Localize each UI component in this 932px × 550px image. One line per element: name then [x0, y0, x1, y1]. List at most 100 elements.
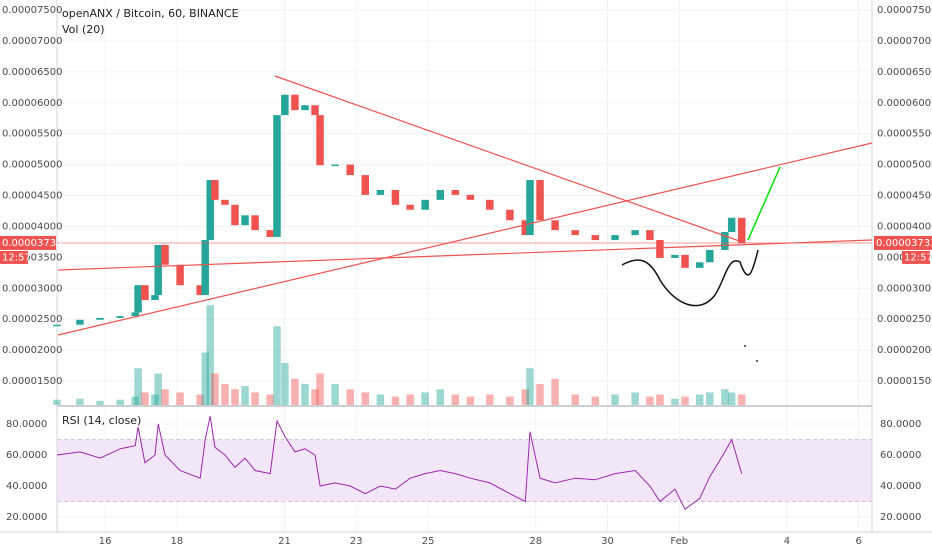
volume-bar: [361, 392, 370, 405]
volume-bar: [436, 389, 445, 405]
rsi-tick-label: 40.0000: [880, 481, 921, 492]
y-tick-label: 0.00006500: [2, 67, 62, 78]
volume-bar: [221, 384, 229, 405]
candle-body: [301, 105, 309, 111]
volume-bar: [681, 396, 689, 405]
last-price-label: 0.00003733: [876, 238, 932, 249]
x-tick-label: 4: [784, 536, 790, 547]
volume-bar: [551, 378, 559, 405]
volume-bar: [376, 394, 385, 405]
volume-bar: [521, 389, 530, 405]
countdown-box: [0, 250, 28, 264]
candle-body: [646, 230, 654, 241]
candle-body: [656, 240, 664, 258]
candle-body: [506, 209, 514, 221]
candle-body: [631, 230, 639, 236]
candle-body: [131, 312, 139, 317]
volume-bar: [526, 368, 534, 405]
drawings: [57, 75, 873, 362]
volume-bar: [53, 399, 61, 405]
volume-bar: [571, 394, 579, 405]
candle-body: [311, 105, 319, 116]
volume-bar: [206, 305, 214, 405]
y-tick-label: 0.00006000: [877, 98, 932, 109]
rsi-tick-label: 60.0000: [6, 450, 47, 461]
y-tick-label: 0.00002000: [2, 345, 62, 356]
y-tick-label: 0.00001500: [877, 376, 932, 387]
candle-body: [316, 115, 324, 166]
grid: [57, 0, 872, 532]
countdown-box: [902, 250, 930, 264]
candle-body: [134, 285, 142, 313]
candle-body: [116, 316, 124, 318]
candle-body: [486, 199, 494, 210]
volume-title: Vol (20): [62, 23, 105, 36]
chart-title: openANX / Bitcoin, 60, BINANCE: [62, 7, 239, 20]
candle-body: [161, 244, 169, 265]
x-tick-label: 30: [601, 536, 614, 547]
countdown-label: 12:57: [904, 252, 932, 263]
y-tick-label: 0.00005500: [2, 129, 62, 140]
volume-bar: [346, 389, 354, 405]
volume-bar: [251, 392, 259, 405]
volume-bar: [211, 373, 219, 405]
volume-bar: [316, 373, 324, 405]
rsi-line: [56, 416, 743, 510]
y-tick-label: 0.00006500: [877, 67, 932, 78]
last-price-label: 0.00003733: [2, 238, 62, 249]
x-tick-label: 21: [278, 536, 291, 547]
candle-body: [53, 324, 61, 327]
volume-bar: [631, 392, 639, 405]
y-tick-label: 0.00007500: [877, 5, 932, 16]
volume-bar: [141, 392, 149, 405]
volume-bar: [291, 378, 299, 405]
candle-body: [611, 235, 619, 241]
trendline: [274, 75, 746, 244]
candle-body: [176, 264, 184, 286]
volume-bar: [506, 396, 514, 405]
candle-body: [241, 215, 249, 226]
x-tick-label: 28: [529, 536, 542, 547]
candle-body: [671, 254, 679, 258]
volume-bar: [196, 394, 204, 405]
volume-bar: [331, 384, 339, 405]
volume-bar: [591, 396, 600, 405]
y-tick-label: 0.00005000: [2, 160, 62, 171]
volume-bar: [466, 396, 475, 405]
rsi-tick-label: 60.0000: [880, 450, 921, 461]
dot: [744, 345, 746, 347]
volume-bar: [706, 392, 714, 405]
volume-bar: [231, 389, 239, 405]
trendline: [57, 142, 873, 336]
y-tick-label: 0.00002500: [877, 314, 932, 325]
volume-bar: [696, 394, 704, 405]
volume-bar: [727, 392, 736, 405]
volume-bar: [311, 389, 319, 405]
candle-body: [727, 217, 736, 232]
y-tick-label: 0.00004500: [2, 191, 62, 202]
y-tick-label: 0.00005500: [877, 129, 932, 140]
volume-bar: [281, 363, 289, 405]
plot: [53, 94, 872, 510]
volume-bar: [76, 398, 84, 405]
y-tick-label: 0.00002000: [877, 345, 932, 356]
candle-body: [211, 180, 219, 200]
candle-body: [361, 175, 370, 195]
y-tick-label: 0.00003500: [2, 252, 62, 263]
candle-body: [273, 115, 281, 237]
candle-body: [466, 194, 475, 200]
candle-body: [406, 204, 414, 210]
candle-body: [376, 189, 385, 195]
trendline: [57, 239, 873, 271]
volume-bar: [116, 399, 124, 405]
y-tick-label: 0.00004000: [2, 221, 62, 232]
countdown-label: 12:57: [2, 252, 31, 263]
candle-body: [151, 295, 159, 301]
candle-body: [221, 199, 229, 205]
candle-body: [436, 189, 445, 200]
volume-bar: [273, 326, 281, 405]
candle-body: [421, 199, 429, 210]
candle-body: [451, 189, 460, 195]
volume-bar: [486, 394, 494, 405]
